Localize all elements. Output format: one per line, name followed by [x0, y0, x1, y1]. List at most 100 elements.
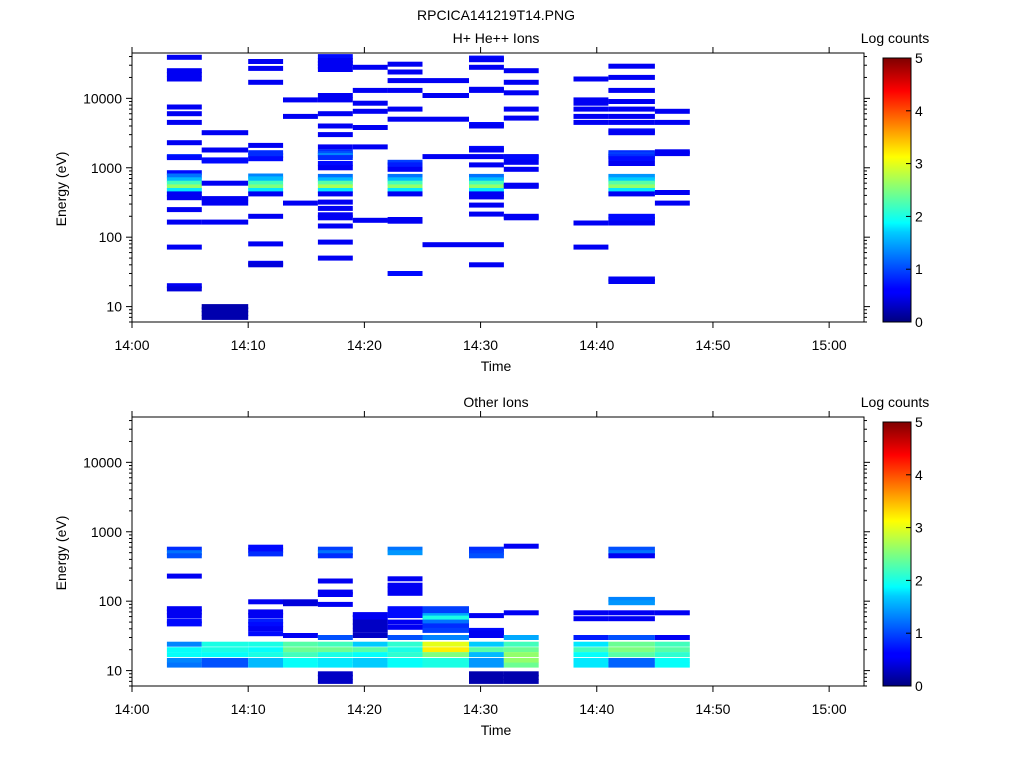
heatmap-cell — [422, 647, 469, 653]
heatmap-cell — [248, 150, 284, 156]
heatmap-cell — [248, 184, 284, 190]
heatmap-cell — [166, 286, 202, 292]
heatmap-cell — [503, 658, 539, 663]
x-axis-label: Time — [481, 722, 512, 738]
heatmap-cell — [201, 662, 249, 668]
x-tick-label: 15:00 — [812, 701, 847, 717]
heatmap-cell — [469, 64, 504, 70]
heatmap-cell — [317, 111, 353, 117]
heatmap-cell — [387, 218, 423, 224]
heatmap-cell — [166, 184, 202, 190]
heatmap-cell — [352, 612, 388, 618]
heatmap-cell — [573, 658, 609, 663]
heatmap-cell — [608, 180, 655, 186]
heatmap-cell — [166, 283, 202, 289]
heatmap-cell — [387, 613, 423, 619]
colorbar-tick-label: 3 — [915, 156, 923, 172]
heatmap-cell — [317, 550, 353, 556]
heatmap-cell — [469, 630, 504, 636]
heatmap-cell — [248, 544, 284, 550]
heatmap-cell — [248, 176, 284, 182]
heatmap-cell — [317, 97, 353, 103]
x-tick-label: 14:10 — [231, 701, 266, 717]
heatmap-cell — [248, 173, 284, 179]
heatmap-cell — [352, 64, 388, 70]
x-axis-label: Time — [481, 358, 512, 374]
heatmap-cell — [317, 132, 353, 138]
heatmap-cell — [317, 177, 353, 183]
heatmap-cell — [503, 115, 539, 121]
heatmap-cell — [317, 93, 353, 98]
heatmap-cell — [654, 610, 690, 616]
heatmap-cell — [166, 546, 202, 552]
heatmap-cell — [166, 662, 202, 668]
heatmap-cell — [166, 191, 202, 197]
heatmap-cell — [503, 155, 539, 161]
heatmap-cell — [422, 93, 469, 98]
heatmap-cell — [573, 662, 609, 668]
x-tick-label: 15:00 — [812, 337, 847, 353]
heatmap-cell — [248, 618, 284, 624]
heatmap-cell — [503, 678, 539, 684]
heatmap-cell — [201, 652, 249, 658]
heatmap-cell — [317, 180, 353, 186]
heatmap-cell — [608, 217, 655, 222]
heatmap-cell — [248, 262, 284, 268]
heatmap-cell — [317, 671, 353, 677]
heatmap-cell — [503, 662, 539, 668]
x-tick-label: 14:00 — [114, 701, 149, 717]
heatmap-cell — [352, 662, 388, 668]
heatmap-cell — [201, 304, 249, 310]
heatmap-cell — [166, 104, 202, 110]
colorbar-tick-label: 4 — [915, 467, 923, 483]
heatmap-cell — [469, 177, 504, 183]
heatmap-cell — [503, 635, 539, 640]
heatmap-cell — [283, 647, 318, 653]
heatmap-cell — [503, 543, 539, 549]
heatmap-cell — [469, 546, 504, 552]
heatmap-cell — [248, 142, 284, 148]
heatmap-cell — [166, 68, 202, 74]
heatmap-cell — [422, 641, 469, 647]
heatmap-cell — [317, 67, 353, 72]
heatmap-cell — [573, 635, 609, 640]
heatmap-cell — [283, 658, 318, 663]
heatmap-cell — [608, 130, 655, 136]
heatmap-cell — [503, 652, 539, 658]
heatmap-cell — [469, 652, 504, 658]
heatmap-cell — [422, 606, 469, 612]
heatmap-cell — [387, 61, 423, 67]
x-tick-label: 14:00 — [114, 337, 149, 353]
heatmap-cell — [166, 219, 202, 225]
heatmap-cell — [166, 573, 202, 579]
heatmap-cell — [248, 599, 284, 605]
heatmap-cell — [317, 601, 353, 607]
colorbar-tick-label: 0 — [915, 314, 923, 330]
heatmap-cell — [201, 658, 249, 663]
heatmap-cell — [248, 547, 284, 553]
heatmap-cell — [503, 90, 539, 96]
heatmap-cell — [166, 207, 202, 213]
heatmap-cell — [654, 108, 690, 114]
heatmap-cell — [201, 641, 249, 647]
heatmap-cell — [573, 610, 609, 616]
heatmap-cell — [317, 63, 353, 69]
heatmap-cell — [469, 180, 504, 186]
heatmap-cell — [387, 586, 423, 592]
heatmap-cell — [608, 161, 655, 166]
heatmap-cell — [387, 608, 423, 614]
heatmap-cell — [573, 616, 609, 622]
heatmap-cell — [166, 652, 202, 658]
heatmap-cell — [608, 213, 655, 219]
heatmap-cell — [573, 97, 609, 103]
heatmap-cell — [387, 159, 423, 165]
heatmap-cell — [469, 188, 504, 193]
heatmap-cell — [469, 671, 504, 677]
heatmap-cell — [387, 87, 423, 93]
heatmap-cell — [166, 54, 202, 60]
heatmap-cell — [608, 106, 655, 112]
heatmap-cell — [201, 314, 249, 320]
heatmap-cell — [608, 191, 655, 197]
heatmap-cell — [166, 658, 202, 663]
